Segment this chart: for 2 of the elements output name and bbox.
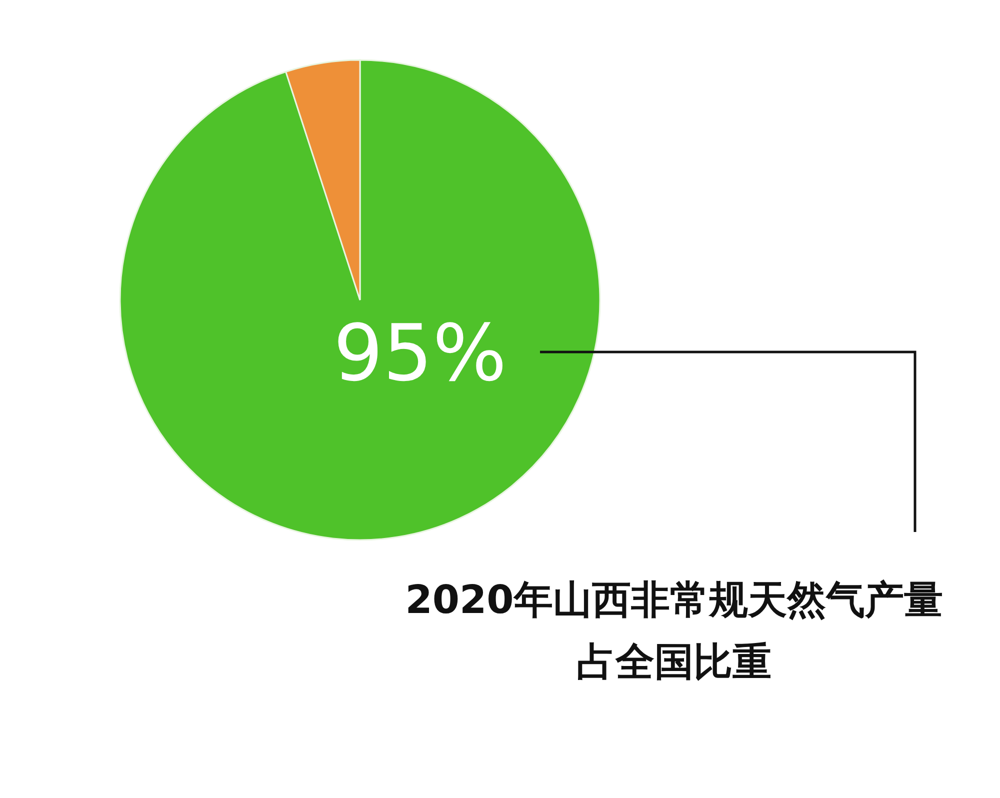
- annotation: 2020年山西非常规天然气产量占全国比重: [404, 577, 944, 687]
- pie-slice: [119, 59, 601, 541]
